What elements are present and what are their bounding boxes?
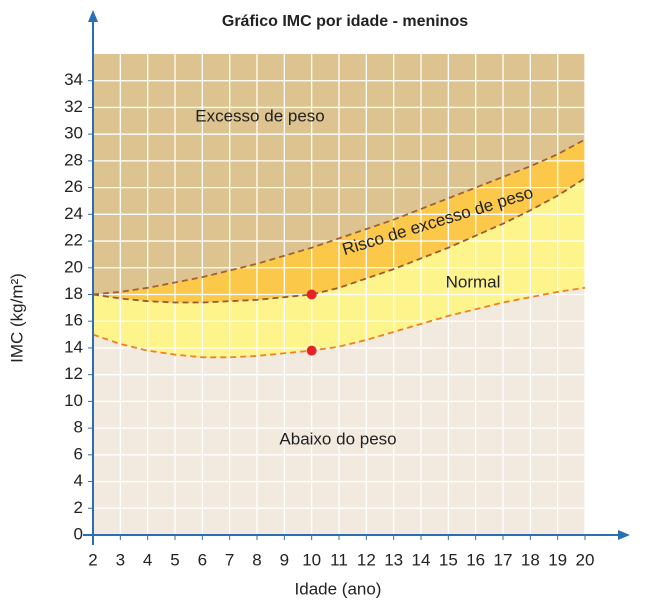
x-tick-label: 11 bbox=[330, 550, 348, 569]
y-tick-label: 12 bbox=[64, 364, 83, 383]
chart-title: Gráfico IMC por idade - meninos bbox=[222, 13, 468, 30]
y-tick-label: 4 bbox=[74, 471, 83, 490]
y-tick-label: 14 bbox=[64, 337, 83, 356]
y-axis-arrow bbox=[88, 10, 98, 22]
y-tick-label: 0 bbox=[74, 524, 83, 543]
y-tick-label: 32 bbox=[64, 97, 83, 116]
curve bbox=[92, 286, 586, 359]
x-tick-label: 18 bbox=[521, 550, 540, 569]
y-tick-label: 26 bbox=[64, 177, 83, 196]
y-tick-label: 30 bbox=[64, 124, 83, 143]
y-tick-label: 28 bbox=[64, 150, 83, 169]
x-tick-label: 16 bbox=[466, 550, 485, 569]
x-axis-arrow bbox=[618, 530, 630, 540]
y-tick-label: 22 bbox=[64, 231, 83, 250]
curve bbox=[92, 177, 586, 304]
x-tick-label: 8 bbox=[252, 550, 261, 569]
x-tick-label: 12 bbox=[357, 550, 376, 569]
x-tick-label: 5 bbox=[170, 550, 179, 569]
x-tick-label: 10 bbox=[302, 550, 321, 569]
y-tick-label: 20 bbox=[64, 257, 83, 276]
x-tick-label: 19 bbox=[548, 550, 567, 569]
y-tick-label: 16 bbox=[64, 311, 83, 330]
x-tick-label: 14 bbox=[412, 550, 431, 569]
x-tick-label: 3 bbox=[116, 550, 125, 569]
zone-label: Abaixo do peso bbox=[279, 429, 396, 448]
y-tick-label: 34 bbox=[64, 70, 83, 89]
x-axis-label: Idade (ano) bbox=[295, 579, 382, 598]
x-tick-label: 7 bbox=[225, 550, 234, 569]
x-tick-label: 4 bbox=[143, 550, 152, 569]
x-tick-label: 15 bbox=[439, 550, 458, 569]
point bbox=[306, 289, 317, 300]
y-tick-label: 24 bbox=[64, 204, 83, 223]
x-tick-label: 2 bbox=[88, 550, 97, 569]
y-tick-label: 18 bbox=[64, 284, 83, 303]
curve bbox=[92, 138, 586, 296]
y-tick-label: 6 bbox=[74, 444, 83, 463]
x-tick-label: 9 bbox=[280, 550, 289, 569]
x-tick-label: 17 bbox=[494, 550, 513, 569]
y-tick-label: 2 bbox=[74, 498, 83, 517]
y-tick-label: 8 bbox=[74, 418, 83, 437]
x-tick-label: 20 bbox=[576, 550, 595, 569]
zone-label: Excesso de peso bbox=[195, 106, 324, 125]
point bbox=[306, 345, 317, 356]
y-axis-label: IMC (kg/m²) bbox=[7, 273, 26, 363]
y-tick-label: 10 bbox=[64, 391, 83, 410]
x-tick-label: 6 bbox=[198, 550, 207, 569]
x-tick-label: 13 bbox=[384, 550, 403, 569]
zone-label: Normal bbox=[446, 272, 501, 291]
